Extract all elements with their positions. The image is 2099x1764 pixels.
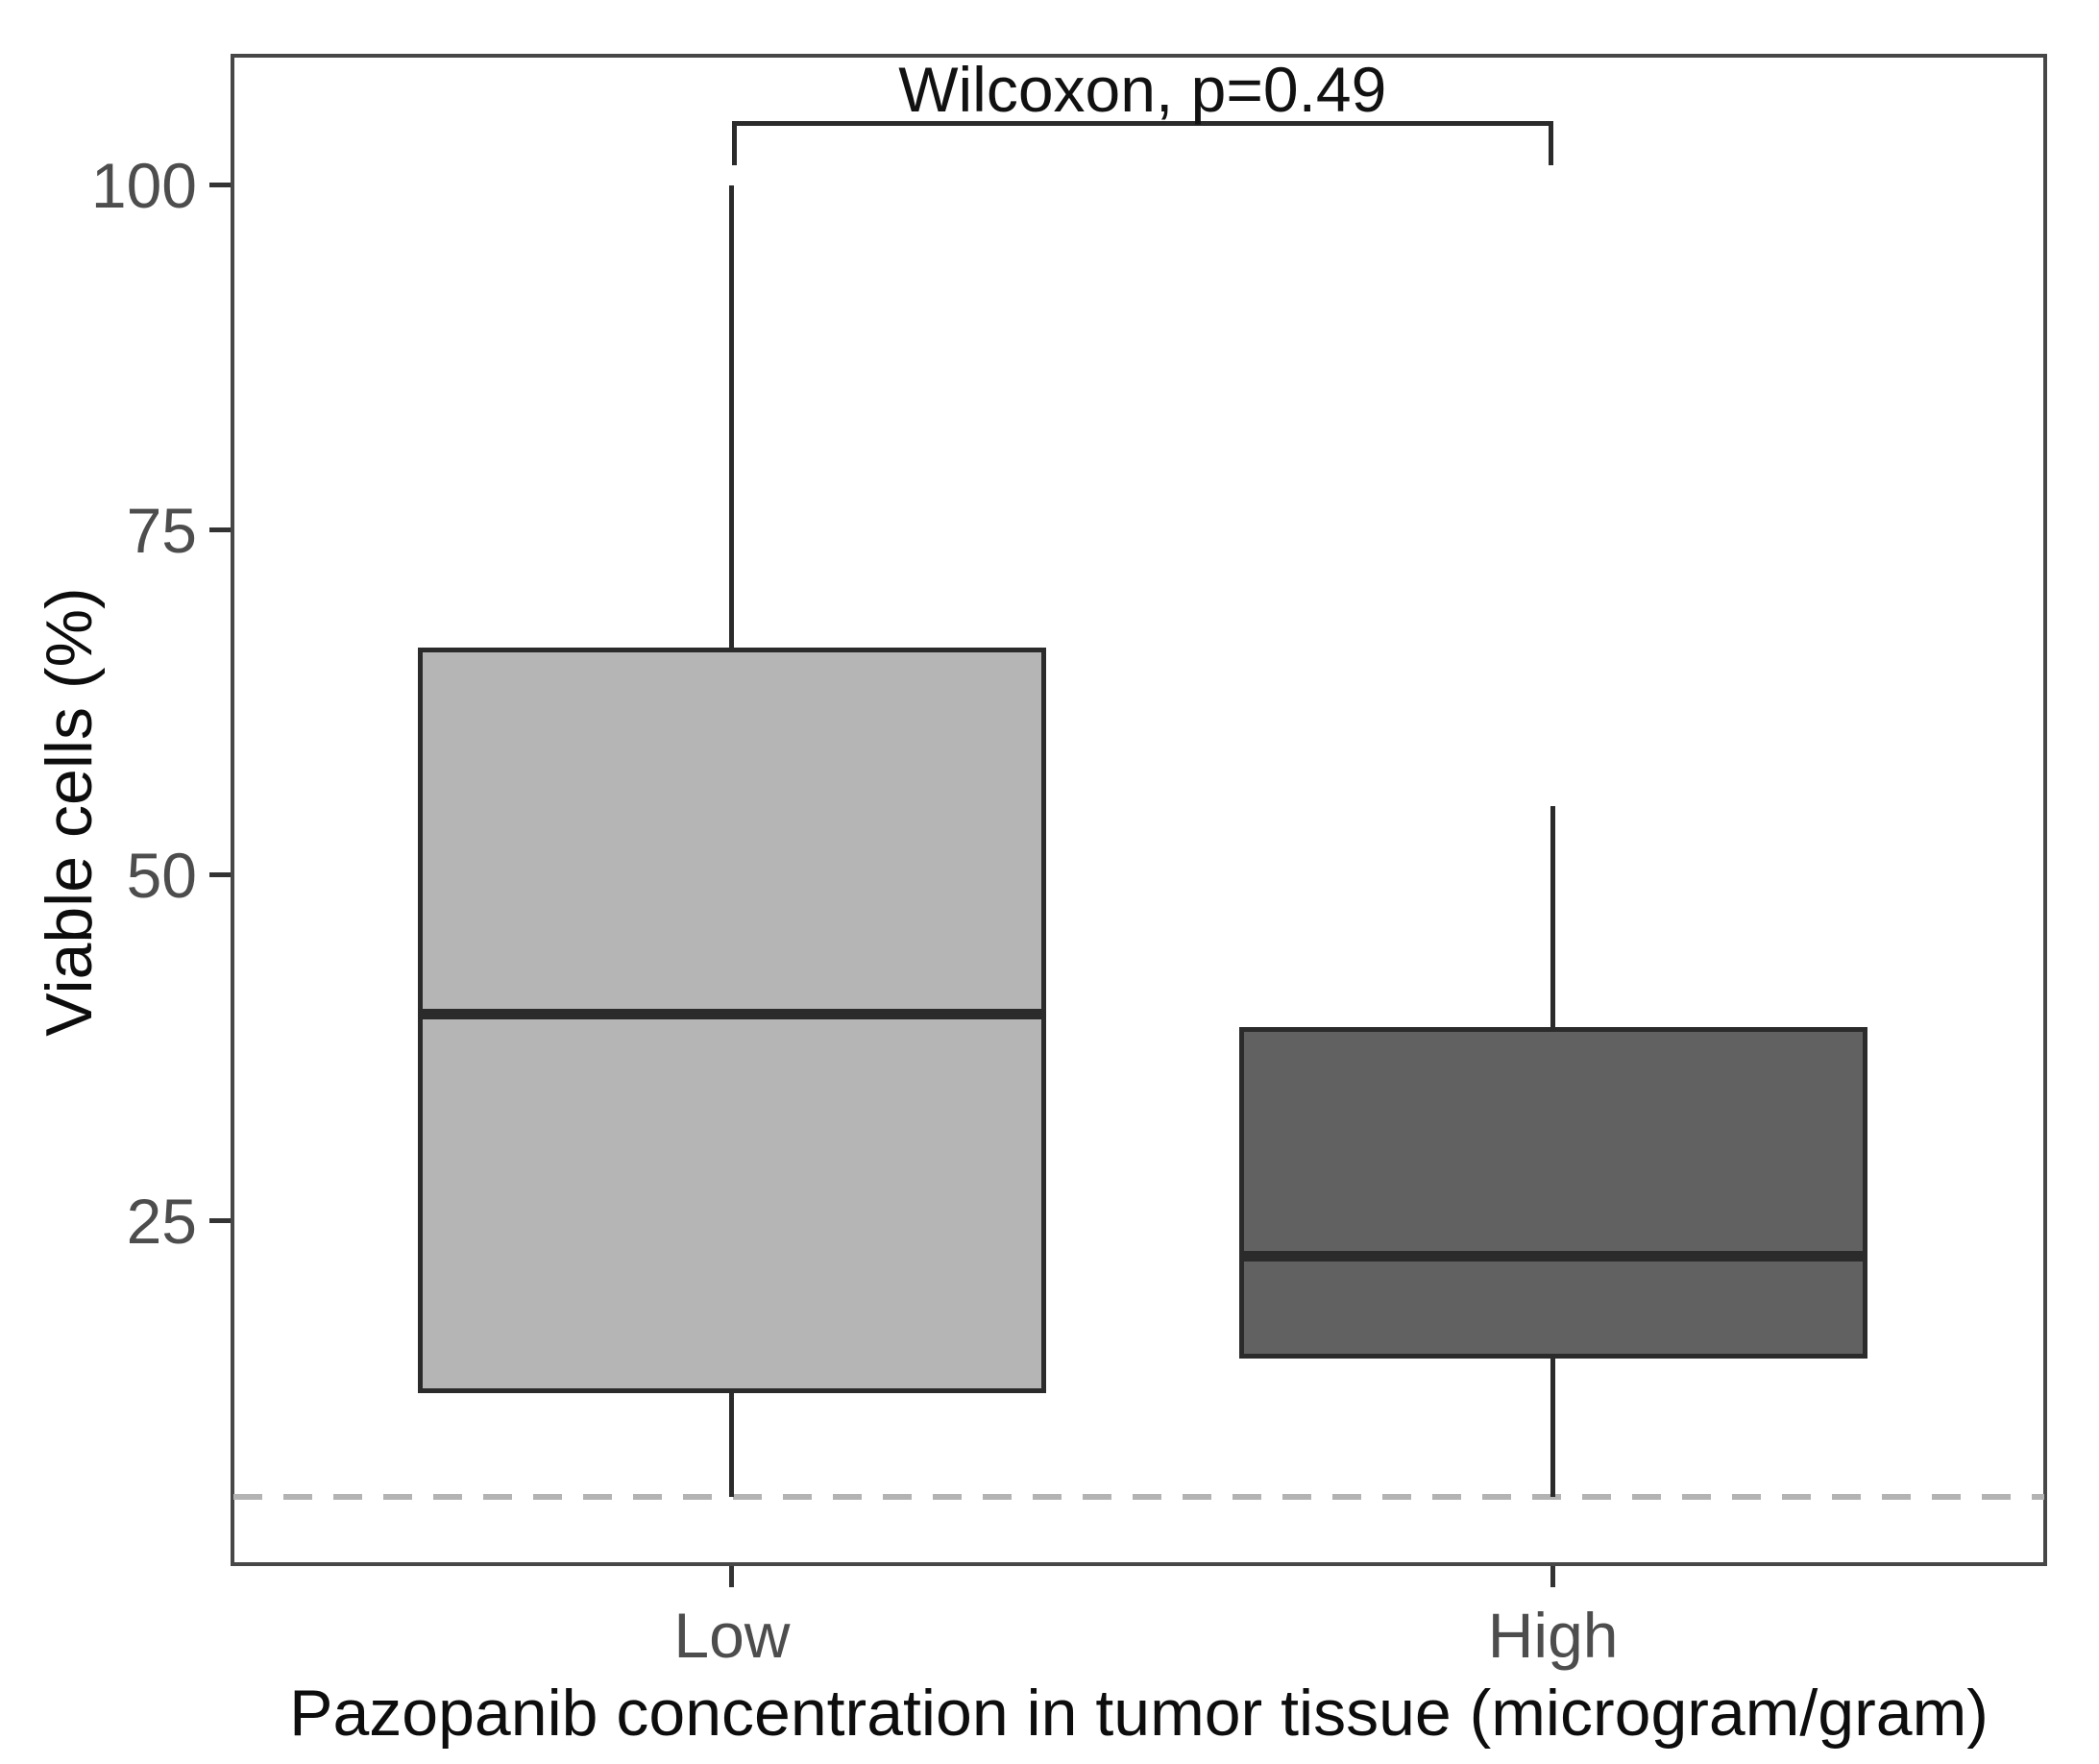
x-tick-label-low: Low bbox=[673, 1600, 791, 1671]
y-tick-mark bbox=[209, 182, 231, 187]
significance-bracket-bar bbox=[731, 121, 1553, 127]
significance-bracket-right-tick bbox=[1548, 121, 1553, 166]
y-tick-label: 100 bbox=[90, 149, 197, 221]
upper-whisker-low bbox=[728, 184, 734, 649]
x-tick-label-high: High bbox=[1487, 1600, 1619, 1671]
box-high bbox=[1238, 1027, 1867, 1360]
y-tick-label: 25 bbox=[126, 1185, 197, 1257]
y-tick-label: 75 bbox=[126, 494, 197, 566]
y-tick-mark bbox=[209, 872, 231, 878]
y-tick-label: 50 bbox=[126, 840, 197, 912]
reference-dashed-line bbox=[233, 1494, 2044, 1501]
y-tick-mark bbox=[209, 1217, 231, 1223]
median-line-low bbox=[417, 1009, 1047, 1020]
x-axis-title: Pazopanib concentration in tumor tissue … bbox=[289, 1677, 1989, 1750]
upper-whisker-high bbox=[1550, 806, 1555, 1028]
significance-bracket-left-tick bbox=[731, 121, 737, 166]
lower-whisker-low bbox=[728, 1393, 734, 1498]
lower-whisker-high bbox=[1550, 1359, 1555, 1498]
median-line-high bbox=[1238, 1250, 1867, 1262]
y-tick-mark bbox=[209, 527, 231, 532]
significance-label: Wilcoxon, p=0.49 bbox=[898, 54, 1387, 125]
y-axis-title: Viable cells (%) bbox=[33, 587, 106, 1037]
x-tick-mark bbox=[728, 1566, 734, 1587]
x-tick-mark bbox=[1550, 1566, 1555, 1587]
box-low bbox=[417, 648, 1047, 1394]
